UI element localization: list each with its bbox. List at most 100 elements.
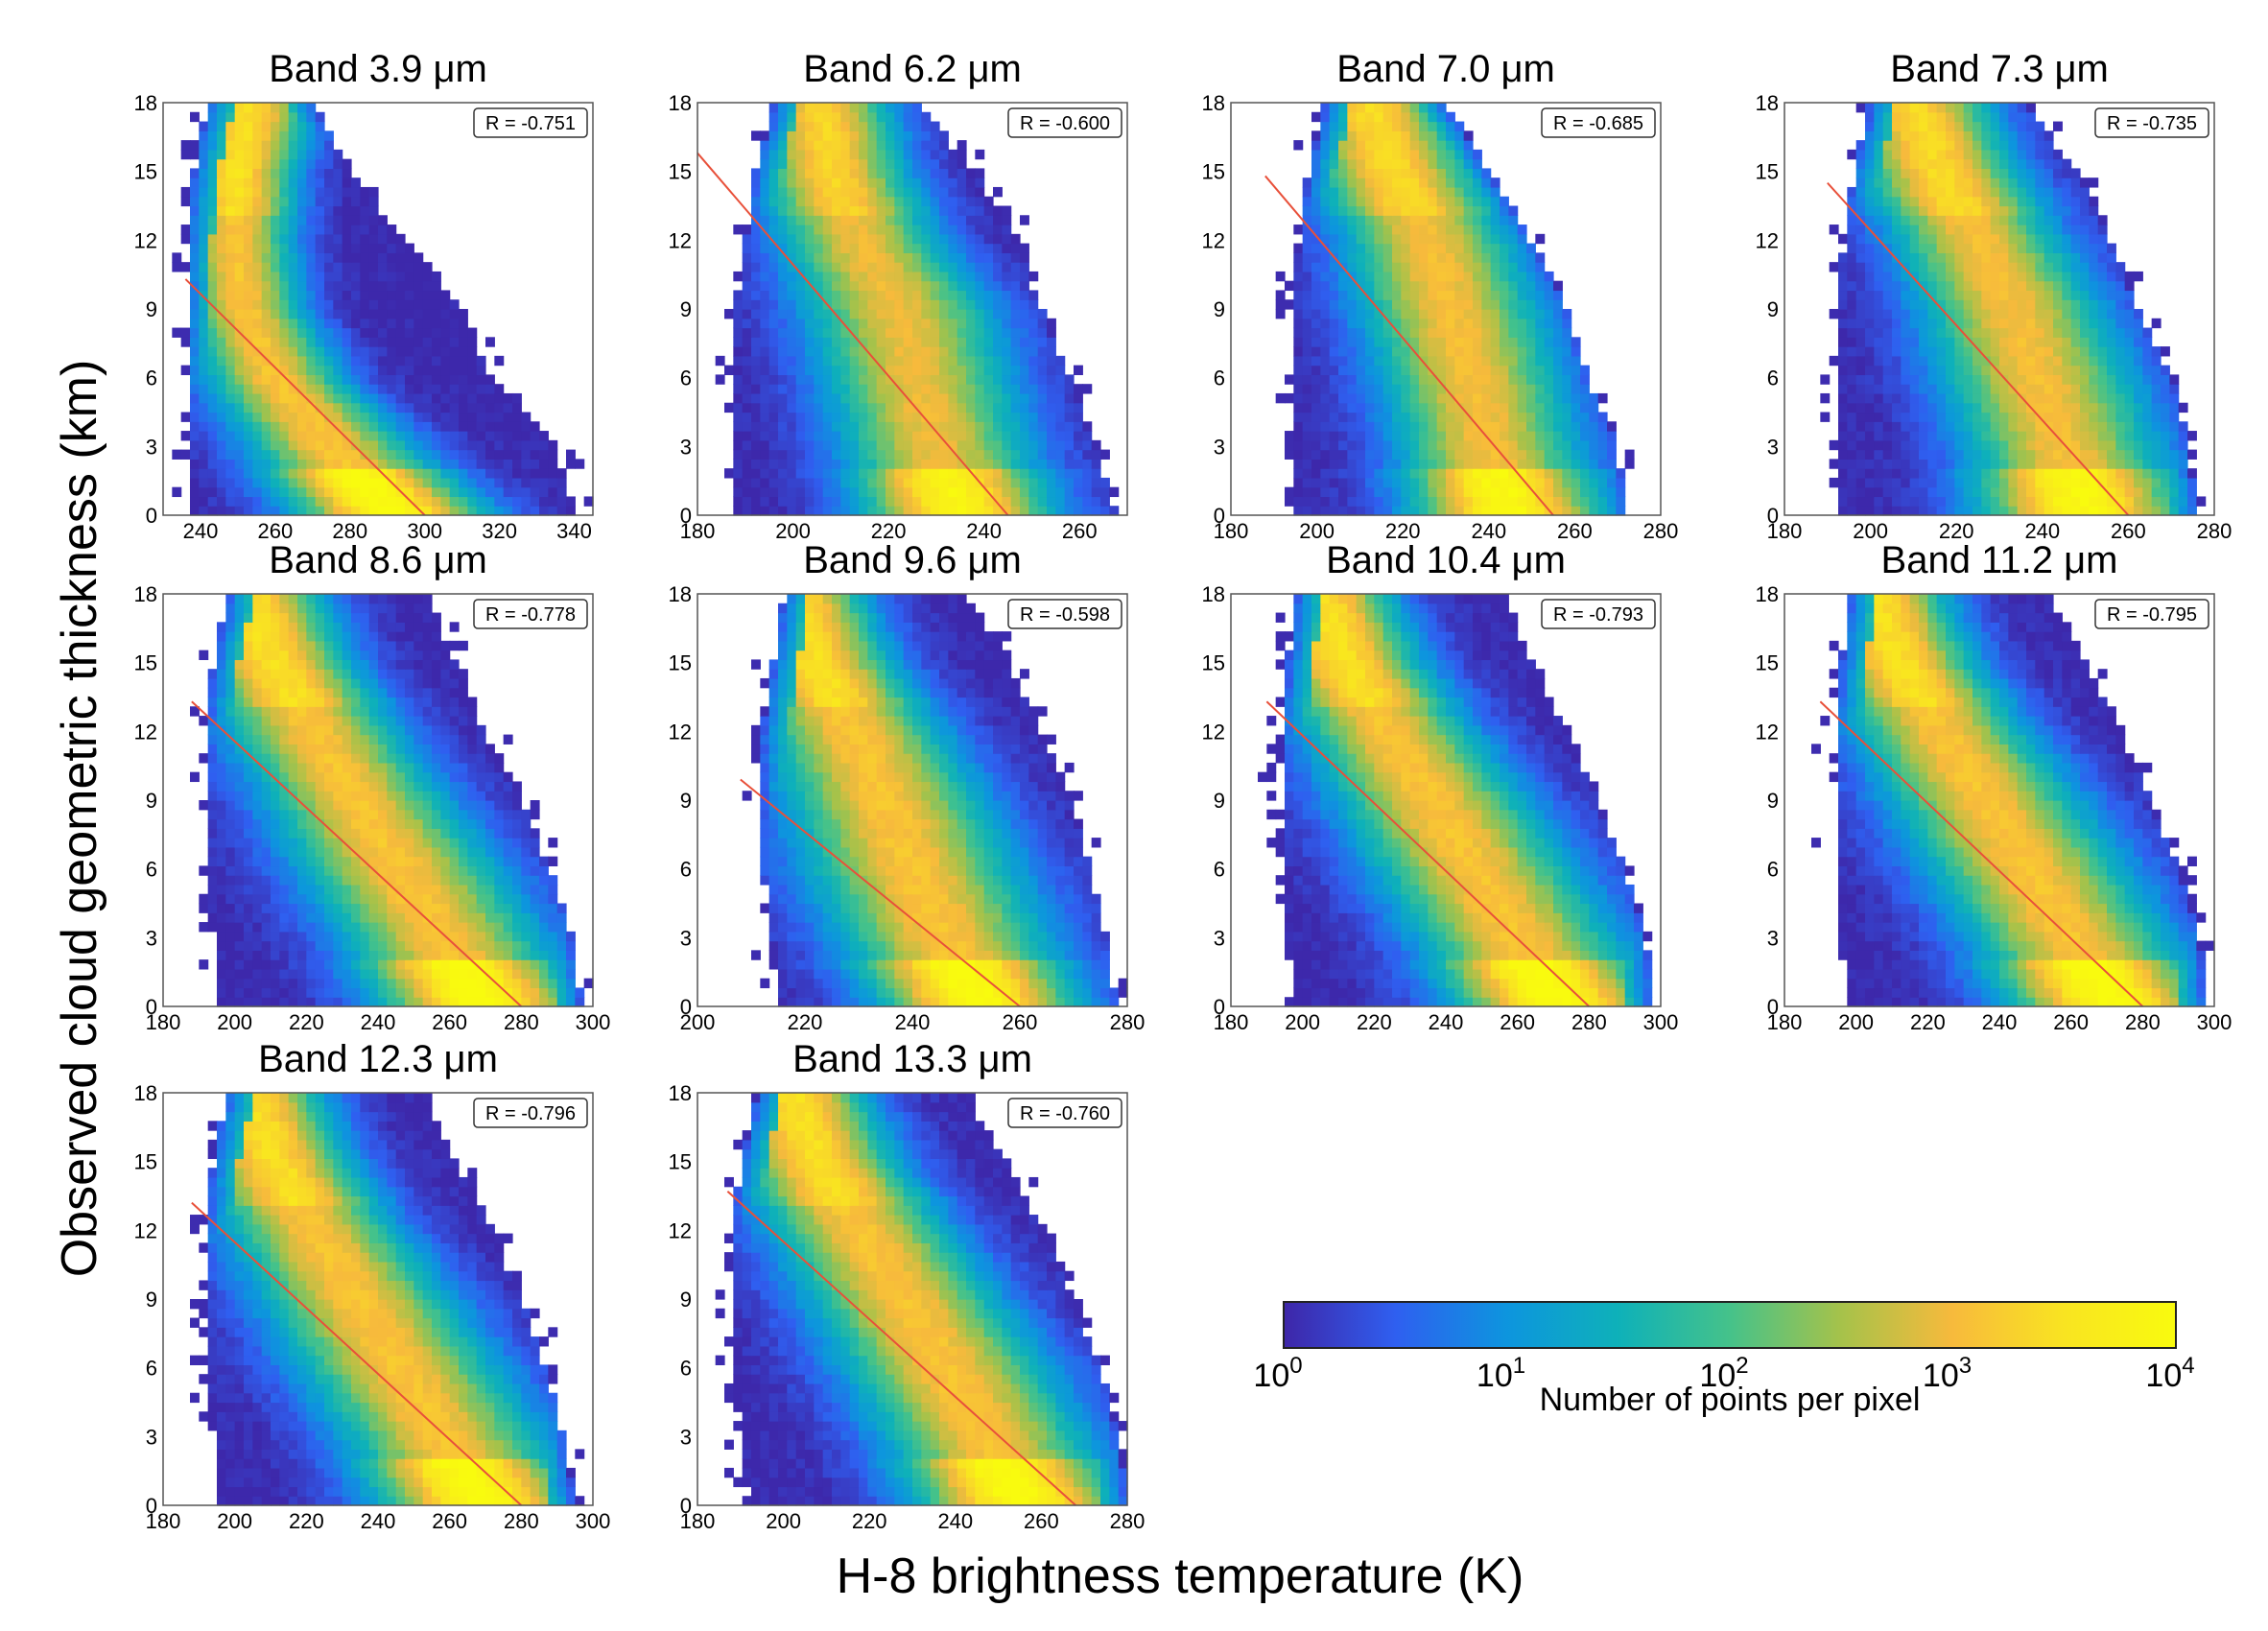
heatmap-cell (1365, 365, 1375, 376)
heatmap-cell (768, 103, 779, 113)
heatmap-cell (939, 215, 949, 225)
heatmap-cell (297, 262, 307, 272)
heatmap-cell (288, 290, 298, 300)
heatmap-cell (1463, 355, 1474, 366)
heatmap-cell (1419, 459, 1429, 469)
heatmap-cell (225, 243, 236, 253)
heatmap-cell (1882, 496, 1893, 507)
heatmap-cell (1010, 384, 1021, 394)
heatmap-cell (1553, 365, 1563, 376)
heatmap-cell (2115, 355, 2126, 366)
heatmap-cell (1927, 412, 1938, 422)
heatmap-cell (1882, 506, 1893, 516)
heatmap-cell (1901, 327, 1911, 338)
heatmap-cell (1436, 233, 1447, 245)
heatmap-cell (921, 252, 932, 263)
heatmap-cell (1374, 309, 1384, 319)
heatmap-cell (459, 392, 468, 404)
heatmap-cell (867, 271, 878, 282)
heatmap-cell (1293, 486, 1304, 498)
heatmap-cell (306, 318, 317, 329)
heatmap-cell (378, 477, 388, 488)
heatmap-cell (983, 271, 994, 282)
heatmap-cell (751, 439, 761, 451)
heatmap-cell (1436, 280, 1447, 292)
heatmap-cell (244, 412, 253, 422)
heatmap-cell (1293, 337, 1304, 347)
heatmap-cell (903, 103, 913, 113)
heatmap-cell (966, 337, 976, 347)
heatmap-cell (1473, 327, 1482, 338)
heatmap-cell (1329, 290, 1339, 300)
heatmap-cell (297, 346, 307, 357)
heatmap-cell (787, 318, 797, 329)
heatmap-cell (2035, 355, 2045, 366)
heatmap-cell (2151, 486, 2162, 498)
heatmap-cell (912, 309, 922, 319)
heatmap-cell (225, 468, 236, 479)
heatmap-cell (2035, 318, 2045, 329)
heatmap-cell (1454, 252, 1465, 263)
heatmap-cell (387, 374, 397, 385)
heatmap-cell (1865, 506, 1875, 516)
heatmap-cell (778, 243, 788, 253)
heatmap-cell (921, 140, 932, 151)
heatmap-cell (1936, 374, 1947, 385)
heatmap-cell (1329, 280, 1339, 292)
heatmap-cell (1508, 384, 1519, 394)
heatmap-cell (1028, 309, 1039, 319)
heatmap-cell (199, 486, 209, 498)
heatmap-cell (1446, 439, 1455, 451)
heatmap-cell (342, 299, 352, 310)
heatmap-cell (1838, 299, 1848, 310)
heatmap-cell (975, 318, 985, 329)
heatmap-cell (867, 158, 878, 170)
heatmap-cell (894, 103, 905, 113)
heatmap-cell (217, 271, 226, 282)
heatmap-cell (1082, 506, 1093, 516)
heatmap-cell (849, 449, 860, 460)
heatmap-cell (1838, 468, 1848, 479)
heatmap-cell (2107, 355, 2116, 366)
heatmap-cell (1526, 365, 1536, 376)
heatmap-cell (787, 290, 797, 300)
heatmap-cell (297, 374, 307, 385)
heatmap-cell (1356, 196, 1366, 207)
heatmap-cell (271, 412, 280, 422)
heatmap-cell (867, 374, 878, 385)
heatmap-cell (1500, 459, 1509, 469)
heatmap-cell (413, 477, 424, 488)
heatmap-cell (2089, 477, 2099, 488)
heatmap-cell (315, 243, 325, 253)
heatmap-cell (1320, 177, 1331, 188)
heatmap-cell (279, 271, 290, 282)
heatmap-cell (751, 205, 761, 216)
heatmap-cell (1401, 421, 1411, 432)
heatmap-cell (1338, 158, 1348, 170)
heatmap-cell (467, 392, 478, 404)
heatmap-cell (1571, 365, 1581, 376)
heatmap-cell (867, 168, 878, 178)
heatmap-cell (1901, 365, 1911, 376)
heatmap-cell (939, 459, 949, 469)
heatmap-cell (342, 431, 352, 441)
heatmap-cell (1865, 318, 1875, 329)
heatmap-cell (2097, 392, 2108, 404)
heatmap-cell (1293, 225, 1304, 235)
heatmap-cell (207, 496, 218, 507)
heatmap-cell (930, 158, 940, 170)
heatmap-cell (1392, 496, 1402, 507)
heatmap-cell (368, 271, 379, 282)
heatmap-cell (306, 486, 317, 498)
heatmap-cell (2124, 459, 2135, 469)
heatmap-cell (1463, 384, 1474, 394)
heatmap-cell (1571, 477, 1581, 488)
heatmap-cell (886, 205, 895, 216)
heatmap-cell (814, 355, 824, 366)
heatmap-cell (2107, 506, 2116, 516)
heatmap-cell (387, 271, 397, 282)
heatmap-cell (1892, 384, 1902, 394)
heatmap-cell (1473, 412, 1482, 422)
heatmap-cell (225, 130, 236, 141)
heatmap-cell (1338, 384, 1348, 394)
